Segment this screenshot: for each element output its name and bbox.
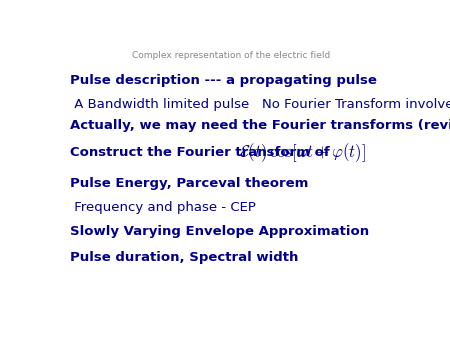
- Text: Frequency and phase - CEP: Frequency and phase - CEP: [70, 201, 256, 214]
- Text: Slowly Varying Envelope Approximation: Slowly Varying Envelope Approximation: [70, 225, 369, 238]
- Text: Pulse Energy, Parceval theorem: Pulse Energy, Parceval theorem: [70, 177, 309, 190]
- Text: $\mathcal{E}(t)\,\mathrm{cos}[\omega t + \varphi(t)]$: $\mathcal{E}(t)\,\mathrm{cos}[\omega t +…: [239, 141, 366, 164]
- Text: Actually, we may need the Fourier transforms (review): Actually, we may need the Fourier transf…: [70, 119, 450, 132]
- Text: Construct the Fourier transform of: Construct the Fourier transform of: [70, 146, 330, 159]
- Text: Pulse description --- a propagating pulse: Pulse description --- a propagating puls…: [70, 74, 377, 88]
- Text: Complex representation of the electric field: Complex representation of the electric f…: [131, 51, 330, 60]
- Text: Pulse duration, Spectral width: Pulse duration, Spectral width: [70, 251, 299, 264]
- Text: A Bandwidth limited pulse   No Fourier Transform involved: A Bandwidth limited pulse No Fourier Tra…: [70, 98, 450, 111]
